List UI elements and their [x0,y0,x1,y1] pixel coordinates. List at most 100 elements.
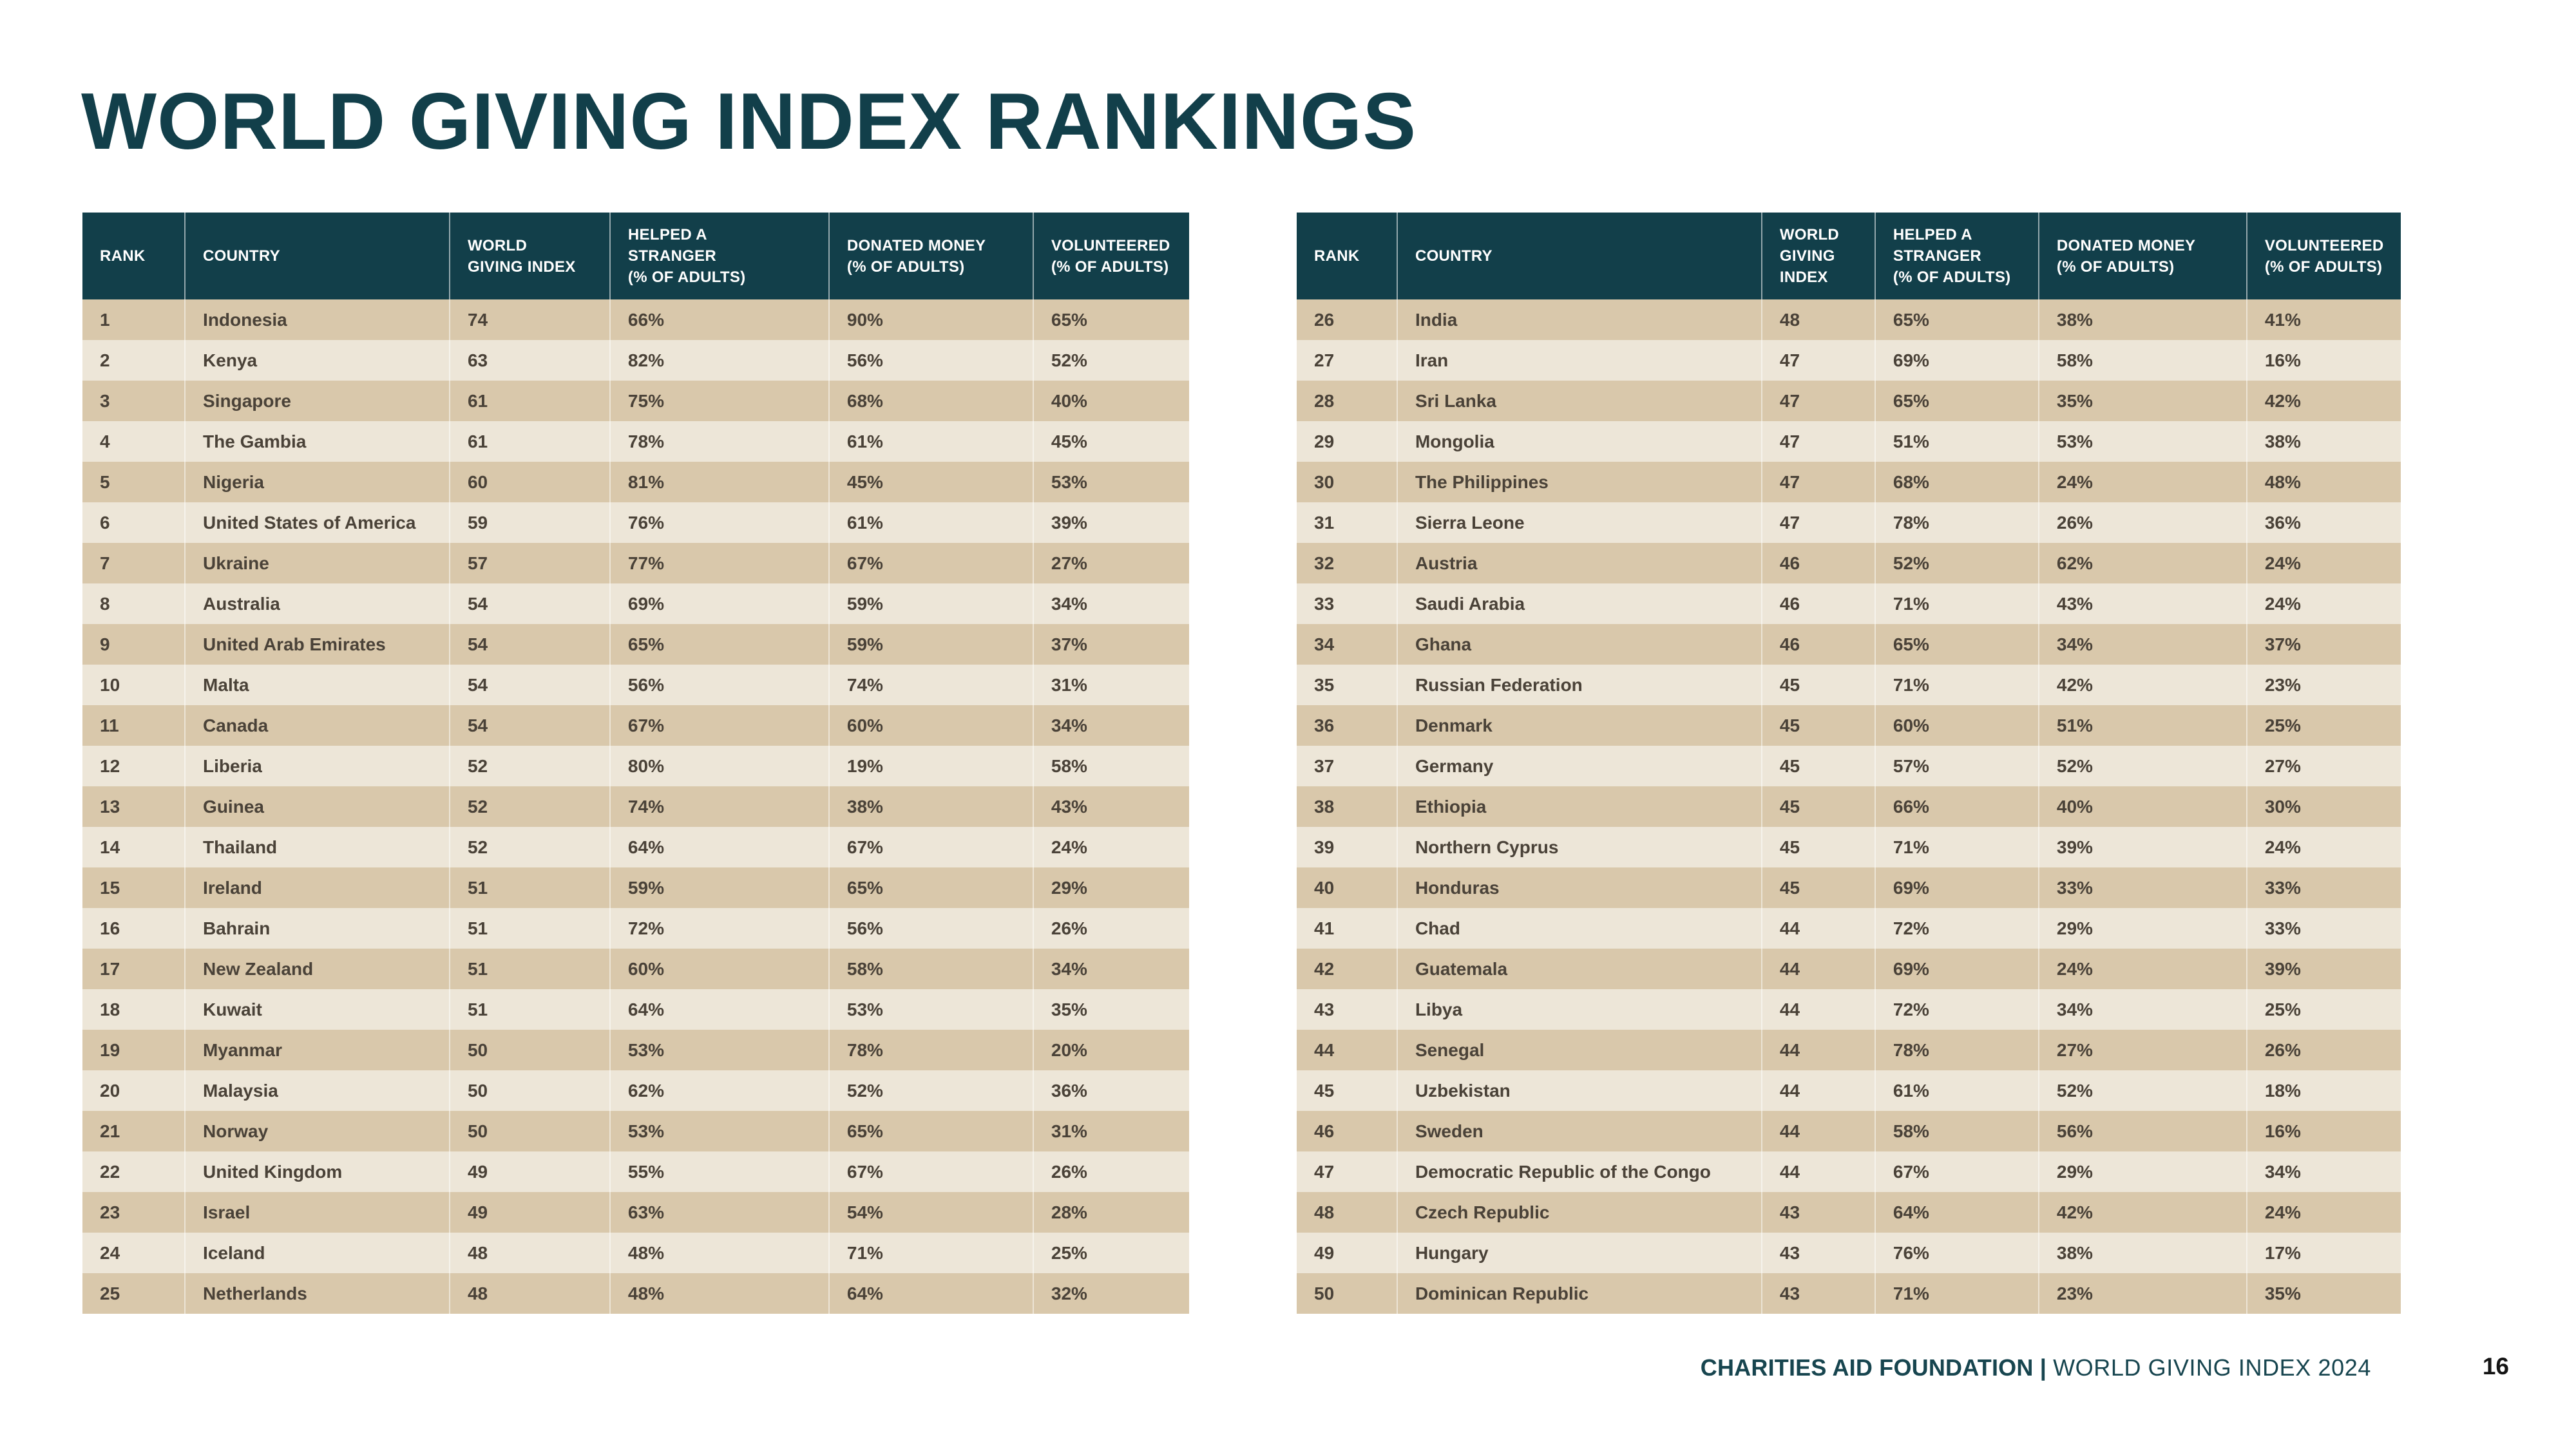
table-row: 36 Denmark 45 60% 51% 25% [1297,705,2401,746]
giving-index-cell: 44 [1760,1151,1875,1192]
volunteered-cell: 34% [1032,583,1189,624]
donated-money-cell: 71% [828,1233,1033,1273]
helped-stranger-cell: 69% [1874,340,2038,381]
country-cell: Uzbekistan [1396,1070,1761,1111]
country-cell: Iceland [184,1233,449,1273]
volunteered-cell: 43% [1032,786,1189,827]
giving-index-cell: 48 [448,1273,609,1314]
donated-money-cell: 26% [2037,502,2246,543]
page-number: 16 [2482,1353,2509,1379]
table-row: 40 Honduras 45 69% 33% 33% [1297,867,2401,908]
country-cell: Nigeria [184,462,449,502]
country-cell: Myanmar [184,1030,449,1070]
helped-stranger-cell: 81% [609,462,828,502]
volunteered-cell: 17% [2246,1233,2401,1273]
table-row: 35 Russian Federation 45 71% 42% 23% [1297,665,2401,705]
giving-index-cell: 47 [1760,340,1875,381]
volunteered-cell: 30% [2246,786,2401,827]
country-cell: Austria [1396,543,1761,583]
table-row: 21 Norway 50 53% 65% 31% [82,1111,1189,1151]
rankings-table-26-50: RANK COUNTRY WORLD GIVING INDEX HELPED A ST… [1297,213,2401,1314]
table-row: 20 Malaysia 50 62% 52% 36% [82,1070,1189,1111]
helped-stranger-cell: 67% [609,705,828,746]
country-cell: Dominican Republic [1396,1273,1761,1314]
donated-money-cell: 56% [828,908,1033,949]
donated-money-cell: 61% [828,502,1033,543]
volunteered-cell: 29% [1032,867,1189,908]
donated-money-cell: 65% [828,1111,1033,1151]
country-cell: India [1396,299,1761,340]
giving-index-cell: 45 [1760,827,1875,867]
country-cell: Chad [1396,908,1761,949]
giving-index-cell: 47 [1760,502,1875,543]
helped-stranger-cell: 65% [609,624,828,665]
volunteered-cell: 18% [2246,1070,2401,1111]
helped-stranger-cell: 60% [609,949,828,989]
helped-stranger-cell: 80% [609,746,828,786]
volunteered-cell: 20% [1032,1030,1189,1070]
helped-stranger-cell: 64% [609,989,828,1030]
rank-cell: 29 [1314,431,1335,451]
giving-index-cell: 45 [1760,705,1875,746]
country-cell: Guatemala [1396,949,1761,989]
donated-money-cell: 68% [828,381,1033,421]
giving-index-cell: 50 [448,1070,609,1111]
table-row: 31 Sierra Leone 47 78% 26% 36% [1297,502,2401,543]
donated-money-cell: 67% [828,1151,1033,1192]
table-row: 33 Saudi Arabia 46 71% 43% 24% [1297,583,2401,624]
country-cell: Malaysia [184,1070,449,1111]
donated-money-cell: 38% [2037,299,2246,340]
donated-money-cell: 38% [2037,1233,2246,1273]
volunteered-cell: 24% [2246,543,2401,583]
volunteered-cell: 38% [2246,421,2401,462]
country-cell: Indonesia [184,299,449,340]
column-header-rank: RANK [1314,247,1360,265]
rank-cell: 48 [1314,1202,1335,1222]
donated-money-cell: 42% [2037,665,2246,705]
helped-stranger-cell: 78% [1874,502,2038,543]
rank-cell: 6 [100,512,110,533]
country-cell: Senegal [1396,1030,1761,1070]
table-row: 10 Malta 54 56% 74% 31% [82,665,1189,705]
country-cell: Norway [184,1111,449,1151]
helped-stranger-cell: 72% [609,908,828,949]
rank-cell: 25 [100,1283,120,1303]
rank-cell: 20 [100,1080,120,1101]
rank-cell: 19 [100,1039,120,1060]
country-cell: Netherlands [184,1273,449,1314]
table-row: 44 Senegal 44 78% 27% 26% [1297,1030,2401,1070]
rank-cell: 35 [1314,674,1335,695]
country-cell: Australia [184,583,449,624]
rankings-table-1-25: RANK COUNTRY WORLD GIVING INDEX HELPED A ST… [82,213,1189,1314]
column-header-helped_a_stranger_pct: HELPED A STRANGER (% OF ADULTS) [1874,213,2038,299]
table-row: 48 Czech Republic 43 64% 42% 24% [1297,1192,2401,1233]
country-cell: Bahrain [184,908,449,949]
donated-money-cell: 24% [2037,949,2246,989]
volunteered-cell: 52% [1032,340,1189,381]
donated-money-cell: 78% [828,1030,1033,1070]
giving-index-cell: 54 [448,583,609,624]
rank-cell: 21 [100,1121,120,1141]
country-cell: The Philippines [1396,462,1761,502]
rank-cell: 34 [1314,634,1335,654]
table-row: 23 Israel 49 63% 54% 28% [82,1192,1189,1233]
donated-money-cell: 43% [2037,583,2246,624]
giving-index-cell: 47 [1760,462,1875,502]
giving-index-cell: 43 [1760,1233,1875,1273]
rank-cell: 36 [1314,715,1335,735]
giving-index-cell: 44 [1760,1030,1875,1070]
rank-cell: 15 [100,877,120,898]
donated-money-cell: 59% [828,583,1033,624]
country-cell: Canada [184,705,449,746]
column-header-donated_money_pct: DONATED MONEY (% OF ADULTS) [828,213,1033,299]
giving-index-cell: 54 [448,624,609,665]
donated-money-cell: 29% [2037,1151,2246,1192]
donated-money-cell: 38% [828,786,1033,827]
helped-stranger-cell: 58% [1874,1111,2038,1151]
volunteered-cell: 34% [1032,705,1189,746]
helped-stranger-cell: 56% [609,665,828,705]
volunteered-cell: 37% [1032,624,1189,665]
giving-index-cell: 54 [448,705,609,746]
rank-cell: 43 [1314,999,1335,1019]
country-cell: Russian Federation [1396,665,1761,705]
